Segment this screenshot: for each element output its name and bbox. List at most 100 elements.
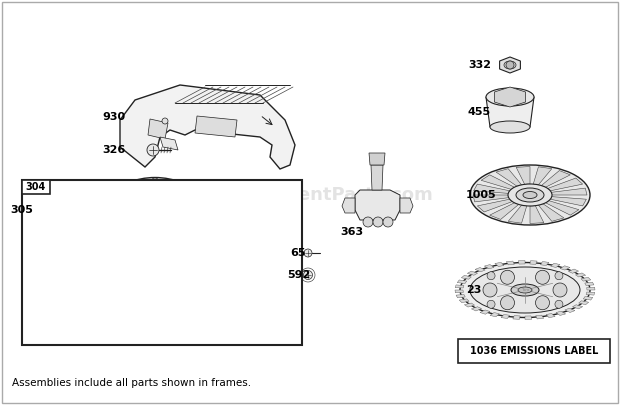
- Circle shape: [185, 187, 193, 195]
- Polygon shape: [583, 296, 593, 300]
- Circle shape: [363, 217, 373, 227]
- Polygon shape: [575, 273, 586, 277]
- Circle shape: [487, 300, 495, 308]
- Circle shape: [500, 296, 515, 310]
- Polygon shape: [490, 313, 499, 317]
- Polygon shape: [156, 190, 168, 200]
- Polygon shape: [538, 204, 564, 221]
- Circle shape: [83, 246, 91, 254]
- Polygon shape: [40, 180, 270, 315]
- Circle shape: [147, 144, 159, 156]
- Polygon shape: [473, 195, 508, 202]
- Text: Assemblies include all parts shown in frames.: Assemblies include all parts shown in fr…: [12, 378, 251, 388]
- Ellipse shape: [511, 284, 539, 296]
- Circle shape: [553, 283, 567, 297]
- Ellipse shape: [508, 184, 552, 206]
- Polygon shape: [192, 190, 204, 200]
- Circle shape: [219, 246, 227, 254]
- Circle shape: [383, 217, 393, 227]
- Text: 592: 592: [287, 270, 310, 280]
- Polygon shape: [507, 261, 514, 265]
- Polygon shape: [355, 190, 400, 220]
- Polygon shape: [480, 310, 490, 314]
- Circle shape: [117, 187, 125, 195]
- Text: 23: 23: [466, 285, 481, 295]
- Text: 363: 363: [340, 227, 363, 237]
- Polygon shape: [533, 167, 552, 185]
- Polygon shape: [518, 260, 525, 264]
- Text: Toro: Toro: [521, 288, 529, 292]
- Polygon shape: [495, 262, 504, 266]
- Polygon shape: [464, 303, 474, 307]
- Polygon shape: [461, 275, 471, 279]
- Ellipse shape: [523, 192, 537, 198]
- Circle shape: [500, 270, 515, 284]
- Polygon shape: [371, 165, 383, 190]
- Polygon shape: [551, 263, 560, 267]
- Polygon shape: [459, 299, 469, 303]
- Polygon shape: [587, 287, 595, 290]
- Ellipse shape: [92, 188, 218, 313]
- Polygon shape: [556, 311, 565, 315]
- Polygon shape: [160, 137, 178, 150]
- Circle shape: [213, 180, 223, 190]
- Text: 326: 326: [102, 145, 125, 155]
- Bar: [458, 339, 610, 363]
- Polygon shape: [486, 97, 534, 127]
- Polygon shape: [547, 178, 583, 191]
- Polygon shape: [481, 175, 515, 189]
- Polygon shape: [508, 205, 527, 223]
- Polygon shape: [494, 87, 526, 107]
- Text: 65: 65: [290, 248, 306, 258]
- Bar: [22, 180, 302, 345]
- Text: eReplacementParts.com: eReplacementParts.com: [187, 186, 433, 204]
- Polygon shape: [586, 292, 595, 295]
- Circle shape: [92, 212, 100, 220]
- Circle shape: [92, 280, 100, 288]
- Text: 1036 EMISSIONS LABEL: 1036 EMISSIONS LABEL: [470, 346, 598, 356]
- Polygon shape: [546, 313, 555, 318]
- Polygon shape: [569, 269, 578, 273]
- Text: 1005: 1005: [466, 190, 497, 200]
- Text: 304: 304: [26, 182, 46, 192]
- Ellipse shape: [518, 287, 532, 293]
- Polygon shape: [530, 206, 544, 224]
- Circle shape: [373, 217, 383, 227]
- Polygon shape: [195, 116, 237, 137]
- Ellipse shape: [460, 262, 590, 318]
- Polygon shape: [155, 220, 195, 275]
- Circle shape: [151, 314, 159, 322]
- Polygon shape: [474, 184, 510, 193]
- Circle shape: [555, 272, 563, 280]
- Text: 930: 930: [102, 112, 125, 122]
- Circle shape: [487, 272, 495, 280]
- Ellipse shape: [486, 88, 534, 106]
- Polygon shape: [578, 301, 589, 305]
- Circle shape: [304, 271, 312, 279]
- Polygon shape: [501, 314, 510, 318]
- Circle shape: [151, 178, 159, 186]
- Polygon shape: [572, 305, 583, 309]
- Circle shape: [255, 242, 265, 252]
- Circle shape: [162, 118, 168, 124]
- Polygon shape: [455, 285, 464, 288]
- Circle shape: [37, 205, 47, 215]
- Circle shape: [210, 280, 218, 288]
- Circle shape: [536, 296, 549, 310]
- Polygon shape: [467, 271, 477, 275]
- Polygon shape: [560, 266, 570, 270]
- Circle shape: [210, 212, 218, 220]
- Text: 332: 332: [468, 60, 491, 70]
- Polygon shape: [581, 277, 591, 281]
- Polygon shape: [516, 166, 530, 184]
- Circle shape: [67, 200, 77, 210]
- Polygon shape: [457, 280, 467, 283]
- Text: 455: 455: [468, 107, 491, 117]
- Polygon shape: [551, 188, 587, 195]
- Ellipse shape: [516, 188, 544, 202]
- Polygon shape: [484, 264, 494, 269]
- Polygon shape: [546, 200, 579, 215]
- Polygon shape: [400, 198, 413, 213]
- Polygon shape: [174, 190, 186, 200]
- Ellipse shape: [490, 121, 530, 133]
